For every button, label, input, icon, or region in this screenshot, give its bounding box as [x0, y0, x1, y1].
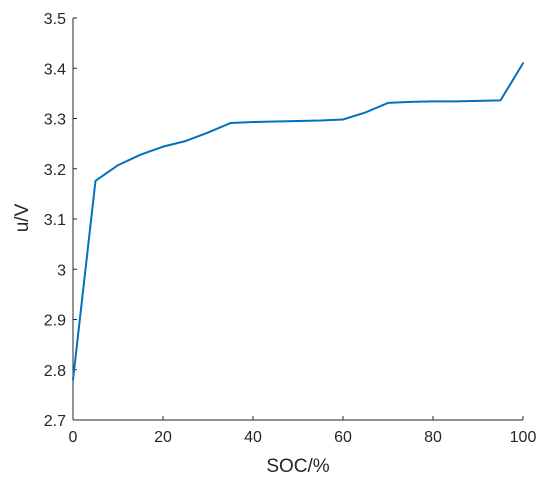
- x-tick-label: 40: [244, 429, 262, 446]
- y-tick-label: 2.8: [44, 363, 66, 380]
- plot-area: [72, 18, 523, 421]
- y-tick-label: 3: [57, 262, 66, 279]
- y-tick-label: 3.2: [44, 162, 66, 179]
- series-line-1: [72, 62, 524, 381]
- x-tick-label: 100: [510, 429, 537, 446]
- y-axis-title: u/V: [12, 203, 33, 232]
- y-tick-label: 3.3: [44, 112, 66, 129]
- y-tick-label: 2.9: [44, 313, 66, 330]
- y-tick-label: 3.4: [44, 61, 66, 78]
- x-tick-label: 20: [154, 429, 172, 446]
- x-axis-title: SOC/%: [266, 456, 329, 477]
- y-tick-label: 2.7: [44, 413, 66, 430]
- y-tick-label: 3.5: [44, 11, 66, 28]
- x-tick-label: 0: [69, 429, 78, 446]
- y-axis-ticks: 2.7 2.8 2.9 3 3.1 3.2 3.3 3.4 3.5: [44, 11, 77, 430]
- y-tick-label: 3.1: [44, 212, 66, 229]
- x-tick-label: 80: [424, 429, 442, 446]
- series-layer: [72, 62, 524, 381]
- x-tick-label: 60: [334, 429, 352, 446]
- x-axis-ticks: 0 20 40 60 80 100: [69, 416, 537, 446]
